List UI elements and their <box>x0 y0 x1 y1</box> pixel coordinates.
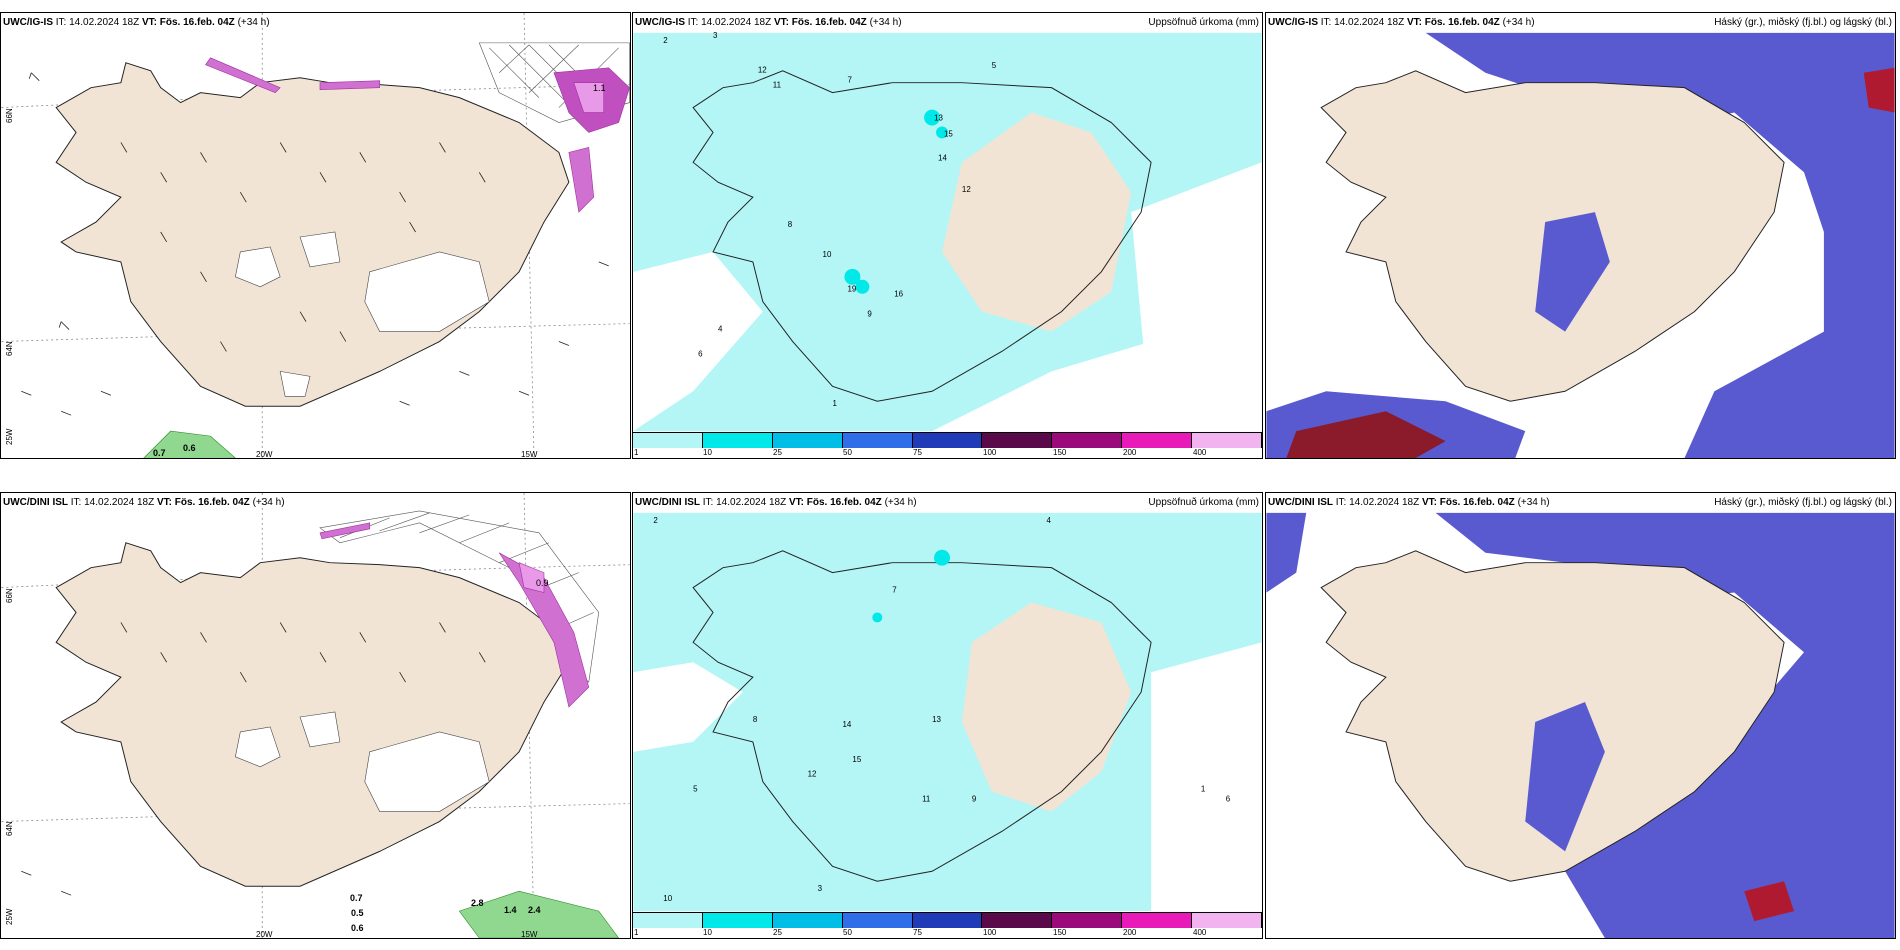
panel-top-middle-precip: 2 3 12 11 7 5 13 15 14 12 8 10 19 16 6 9… <box>632 12 1263 459</box>
svg-text:8: 8 <box>788 220 793 229</box>
svg-text:13: 13 <box>934 114 943 123</box>
value-label: 0.6 <box>183 443 196 453</box>
svg-text:4: 4 <box>1047 516 1052 525</box>
precip-colorbar: 1 10 25 50 75 100 150 200 400 <box>633 912 1262 938</box>
value-label: 1.4 <box>504 905 517 915</box>
svg-text:8: 8 <box>753 715 758 724</box>
precip-colorbar: 1 10 25 50 75 100 150 200 400 <box>633 432 1262 458</box>
precip-map-top: 2 3 12 11 7 5 13 15 14 12 8 10 19 16 6 9… <box>633 31 1262 432</box>
svg-text:3: 3 <box>713 31 718 40</box>
lon-label: 15W <box>521 450 538 459</box>
value-label: 0.6 <box>351 923 364 933</box>
svg-text:7: 7 <box>847 76 852 85</box>
panel-title-right: Uppsöfnuð úrkoma (mm) <box>1148 17 1259 28</box>
value-label: 0.7 <box>350 893 363 903</box>
value-label: 0.9 <box>536 578 549 588</box>
svg-text:1: 1 <box>833 399 838 408</box>
lat-label: 64N <box>5 821 14 836</box>
lon-label: 25W <box>5 428 14 445</box>
svg-text:11: 11 <box>922 795 931 804</box>
value-label: 2.4 <box>528 905 541 915</box>
wind-barbs <box>21 72 609 416</box>
cloud-map-bottom <box>1266 493 1895 938</box>
panel-header: UWC/IG-IS IT: 14.02.2024 18Z VT: Fös. 16… <box>3 17 270 28</box>
svg-text:5: 5 <box>992 61 997 70</box>
value-label: 0.7 <box>153 448 166 458</box>
panel-top-left-wind: UWC/IG-IS IT: 14.02.2024 18Z VT: Fös. 16… <box>0 12 631 459</box>
svg-text:7: 7 <box>892 586 897 595</box>
svg-text:5: 5 <box>693 785 698 794</box>
svg-text:3: 3 <box>818 884 823 893</box>
svg-text:6: 6 <box>698 349 703 358</box>
svg-text:13: 13 <box>932 715 941 724</box>
svg-text:14: 14 <box>938 153 947 162</box>
panel-bottom-middle-precip: 2 4 10 12 13 11 15 6 8 7 3 5 9 14 1 UWC/… <box>632 492 1263 939</box>
value-label: 0.5 <box>351 908 364 918</box>
svg-text:2: 2 <box>653 516 658 525</box>
wind-map-top <box>1 13 630 458</box>
svg-text:11: 11 <box>773 81 782 90</box>
svg-text:16: 16 <box>894 290 903 299</box>
iceland-landmass <box>55 62 570 407</box>
svg-text:1: 1 <box>1201 785 1206 794</box>
panel-bottom-left-wind: UWC/DINI ISL IT: 14.02.2024 18Z VT: Fös.… <box>0 492 631 939</box>
svg-text:14: 14 <box>842 720 851 729</box>
panel-header: UWC/IG-IS IT: 14.02.2024 18Z VT: Fös. 16… <box>635 17 902 28</box>
lon-label: 15W <box>521 930 538 939</box>
svg-text:9: 9 <box>972 795 977 804</box>
lat-label: 64N <box>5 341 14 356</box>
panel-top-right-clouds: UWC/IG-IS IT: 14.02.2024 18Z VT: Fös. 16… <box>1265 12 1896 459</box>
value-label: 1.1 <box>593 83 606 93</box>
panel-header: UWC/DINI ISL IT: 14.02.2024 18Z VT: Fös.… <box>635 497 917 508</box>
svg-text:15: 15 <box>944 129 953 138</box>
svg-text:4: 4 <box>718 325 723 334</box>
wind-map-bottom <box>1 493 630 938</box>
svg-text:12: 12 <box>808 770 817 779</box>
panel-header: UWC/DINI ISL IT: 14.02.2024 18Z VT: Fös.… <box>1268 497 1550 508</box>
svg-text:10: 10 <box>663 894 672 903</box>
lat-label: 66N <box>5 588 14 603</box>
svg-text:6: 6 <box>1226 795 1231 804</box>
svg-text:10: 10 <box>823 250 832 259</box>
lon-label: 20W <box>256 450 273 459</box>
value-label: 2.8 <box>471 898 484 908</box>
svg-text:19: 19 <box>847 285 856 294</box>
svg-text:15: 15 <box>852 755 861 764</box>
svg-text:12: 12 <box>962 185 971 194</box>
precip-map-bottom: 2 4 10 12 13 11 15 6 8 7 3 5 9 14 1 <box>633 512 1262 912</box>
panel-header: UWC/DINI ISL IT: 14.02.2024 18Z VT: Fös.… <box>3 497 285 508</box>
lon-label: 20W <box>256 930 273 939</box>
panel-title-right: Uppsöfnuð úrkoma (mm) <box>1148 497 1259 508</box>
panel-title-right: Háský (gr.), miðský (fj.bl.) og lágský (… <box>1714 497 1892 508</box>
panel-title-right: Háský (gr.), miðský (fj.bl.) og lágský (… <box>1714 17 1892 28</box>
cloud-map-top <box>1266 13 1895 458</box>
lon-label: 25W <box>5 908 14 925</box>
precip-numbers: 2 3 12 11 7 5 13 15 14 12 8 10 19 16 6 9… <box>663 31 997 408</box>
svg-text:2: 2 <box>663 36 668 45</box>
svg-text:12: 12 <box>758 66 767 75</box>
panel-bottom-right-clouds: UWC/DINI ISL IT: 14.02.2024 18Z VT: Fös.… <box>1265 492 1896 939</box>
svg-text:9: 9 <box>867 310 872 319</box>
panel-header: UWC/IG-IS IT: 14.02.2024 18Z VT: Fös. 16… <box>1268 17 1535 28</box>
lat-label: 66N <box>5 108 14 123</box>
